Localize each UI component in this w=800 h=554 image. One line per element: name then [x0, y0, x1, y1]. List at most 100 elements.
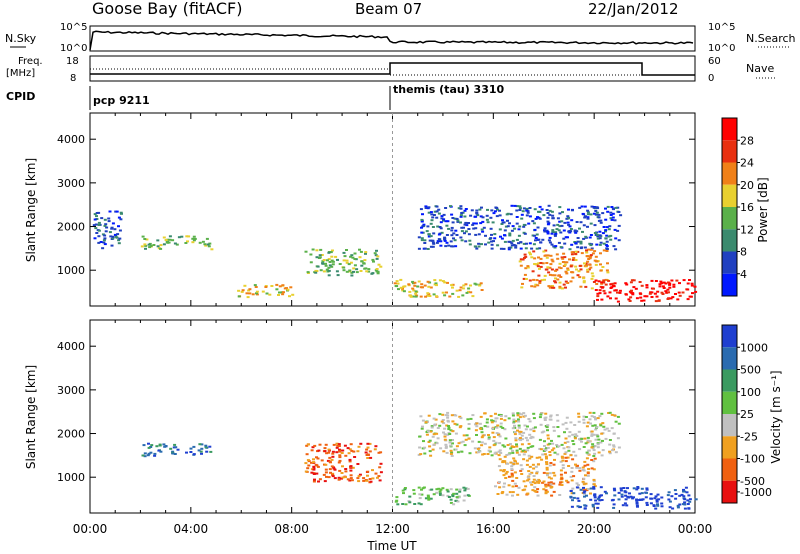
echo-cell-velocity	[561, 456, 565, 459]
echo-cell-velocity	[324, 463, 328, 466]
echo-cell-power	[342, 266, 346, 269]
echo-cell-power	[578, 227, 581, 230]
echo-cell-power	[254, 286, 258, 288]
echo-cell-velocity	[635, 502, 639, 505]
echo-cell-power	[315, 249, 319, 252]
echo-cell-power	[309, 253, 313, 256]
echo-cell-velocity	[305, 453, 309, 456]
echo-cell-velocity	[483, 425, 487, 428]
echo-cell-velocity	[505, 493, 509, 496]
echo-cell-velocity	[523, 414, 527, 417]
echo-cell-power	[557, 241, 561, 244]
echo-cell-velocity	[590, 430, 594, 433]
echo-cell-velocity	[593, 496, 597, 499]
echo-cell-velocity	[537, 478, 541, 481]
echo-cell-velocity	[517, 420, 521, 423]
echo-cell-velocity	[446, 416, 450, 419]
echo-cell-velocity	[489, 415, 493, 418]
echo-cell-velocity	[591, 505, 595, 508]
echo-cell-power	[327, 251, 331, 254]
echo-cell-power	[115, 210, 119, 213]
echo-cell-power	[555, 228, 559, 231]
echo-cell-power	[193, 237, 197, 240]
echo-cell-power	[515, 209, 519, 212]
echo-cell-velocity	[523, 424, 527, 427]
echo-cell-velocity	[467, 437, 471, 440]
echo-cell-power	[595, 283, 599, 285]
echo-cell-velocity	[596, 435, 600, 438]
echo-cell-power	[472, 222, 476, 225]
echo-cell-velocity	[146, 454, 150, 457]
echo-cell-power	[542, 250, 546, 253]
cpid-program-1: pcp 9211	[93, 94, 150, 107]
echo-cell-power	[291, 293, 295, 296]
echo-cell-power	[461, 294, 465, 297]
echo-cell-power	[331, 249, 334, 252]
echo-cell-power	[459, 236, 463, 239]
echo-cell-velocity	[318, 478, 322, 481]
echo-cell-velocity	[546, 474, 549, 477]
echo-cell-velocity	[364, 451, 368, 454]
echo-cell-power	[539, 265, 543, 268]
colorbar-tick-label-power: 4	[740, 268, 747, 281]
echo-cell-power	[595, 211, 599, 214]
echo-cell-power	[311, 248, 315, 251]
echo-cell-velocity	[680, 493, 684, 496]
echo-cell-power	[525, 207, 529, 210]
echo-cell-power	[658, 283, 662, 286]
echo-cell-power	[255, 292, 258, 295]
echo-cell-velocity	[499, 415, 503, 417]
echo-cell-velocity	[645, 488, 649, 491]
echo-cell-power	[120, 212, 123, 215]
station-title: Goose Bay (fitACF)	[92, 0, 242, 18]
echo-cell-power	[353, 252, 357, 255]
echo-cell-velocity	[533, 482, 537, 485]
echo-cell-power	[566, 221, 570, 224]
echo-cell-velocity	[559, 481, 562, 484]
echo-cell-power	[589, 213, 593, 216]
echo-cell-velocity	[575, 466, 579, 469]
echo-cell-power	[417, 247, 421, 250]
echo-cell-power	[557, 266, 561, 269]
echo-cell-power	[454, 229, 458, 232]
echo-cell-velocity	[612, 503, 616, 506]
echo-cell-velocity	[529, 428, 533, 431]
echo-cell-power	[481, 230, 485, 233]
echo-cell-power	[375, 270, 379, 273]
echo-cell-velocity	[417, 486, 421, 489]
echo-cell-velocity	[491, 427, 494, 430]
echo-cell-velocity	[528, 457, 532, 460]
echo-cell-power	[440, 217, 444, 220]
echo-cell-velocity	[501, 461, 505, 464]
echo-cell-velocity	[427, 497, 431, 500]
echo-cell-power	[600, 281, 604, 284]
echo-cell-power	[475, 247, 479, 250]
echo-cell-power	[118, 237, 122, 240]
echo-cell-power	[145, 238, 149, 241]
echo-cell-power	[327, 269, 331, 272]
echo-cell-velocity	[209, 450, 213, 453]
echo-cell-power	[453, 217, 457, 220]
echo-cell-power	[537, 210, 540, 213]
echo-cell-velocity	[344, 454, 348, 457]
echo-cell-power	[474, 222, 478, 225]
echo-cell-power	[97, 224, 101, 226]
echo-cell-power	[591, 275, 595, 278]
echo-cell-power	[426, 292, 430, 295]
echo-cell-power	[143, 243, 147, 246]
echo-cell-power	[586, 270, 590, 273]
echo-cell-power	[430, 219, 434, 222]
echo-cell-power	[568, 258, 571, 261]
echo-cell-velocity	[502, 470, 506, 473]
echo-cell-power	[465, 224, 469, 227]
echo-cell-power	[600, 282, 604, 285]
echo-cell-velocity	[650, 497, 654, 500]
echo-cell-velocity	[546, 446, 550, 449]
echo-cell-velocity	[526, 476, 530, 479]
echo-cell-velocity	[582, 477, 586, 480]
echo-cell-power	[414, 290, 418, 293]
echo-cell-power	[546, 220, 550, 223]
echo-cell-velocity	[507, 484, 511, 487]
echo-cell-power	[275, 288, 279, 291]
echo-cell-velocity	[594, 418, 598, 421]
